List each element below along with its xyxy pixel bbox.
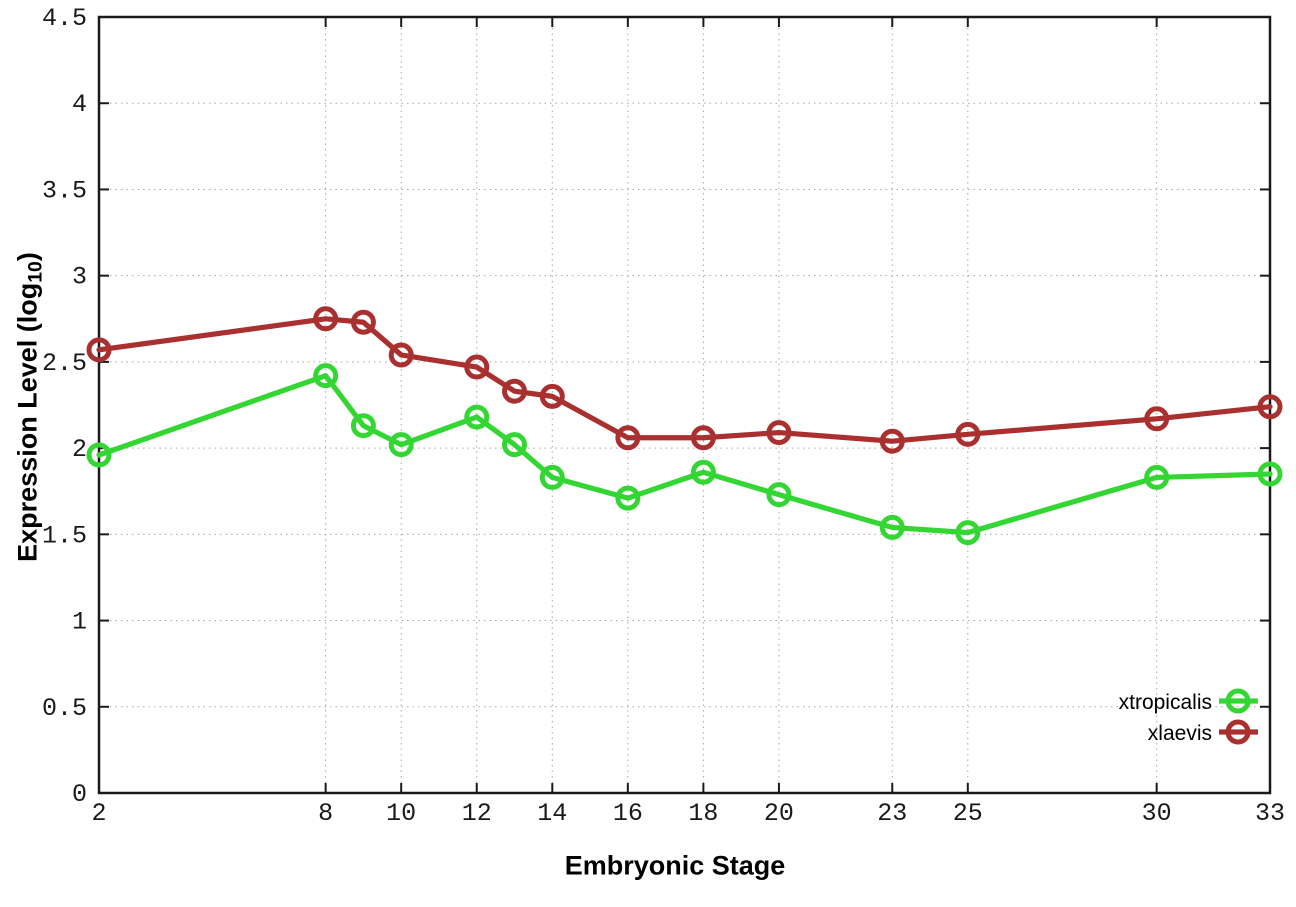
data-point-xlaevis xyxy=(313,306,339,332)
data-point-xtropicalis xyxy=(615,485,641,511)
data-point-xtropicalis xyxy=(766,482,792,508)
y-tick-label: 4.5 xyxy=(42,4,87,33)
y-tick-label: 1.5 xyxy=(42,521,87,550)
y-tick-label: 2.5 xyxy=(42,349,87,378)
data-point-xtropicalis xyxy=(313,363,339,389)
x-tick-label: 33 xyxy=(1255,799,1285,828)
legend-label-xtropicalis: xtropicalis xyxy=(1119,691,1212,714)
legend-marker-xlaevis xyxy=(1225,719,1251,745)
data-point-xlaevis xyxy=(388,342,414,368)
data-point-xlaevis xyxy=(350,309,376,335)
x-axis-label: Embryonic Stage xyxy=(564,850,786,881)
data-point-xtropicalis xyxy=(690,459,716,485)
legend-marker-xtropicalis xyxy=(1225,688,1251,714)
data-point-xtropicalis xyxy=(1257,461,1283,487)
data-point-xtropicalis xyxy=(502,432,528,458)
data-point-xlaevis xyxy=(615,425,641,451)
data-point-xtropicalis xyxy=(1144,464,1170,490)
data-point-xlaevis xyxy=(1257,394,1283,420)
x-tick-label: 10 xyxy=(386,799,416,828)
data-point-xlaevis xyxy=(539,383,565,409)
y-tick-label: 1 xyxy=(72,608,87,637)
y-axis-label-subscript: 10 xyxy=(24,261,47,283)
x-tick-label: 12 xyxy=(462,799,492,828)
x-tick-label: 30 xyxy=(1142,799,1172,828)
y-tick-label: 3.5 xyxy=(42,176,87,205)
y-axis-label-close: ) xyxy=(12,252,43,262)
y-tick-label: 3 xyxy=(72,263,87,292)
x-tick-label: 16 xyxy=(613,799,643,828)
y-axis-label: Expression Level (log10) xyxy=(13,252,48,562)
data-point-xtropicalis xyxy=(464,404,490,430)
x-tick-label: 2 xyxy=(91,799,106,828)
data-point-xtropicalis xyxy=(350,413,376,439)
x-tick-label: 23 xyxy=(877,799,907,828)
data-point-xtropicalis xyxy=(388,432,414,458)
plot-border xyxy=(97,15,1272,795)
x-tick-label: 8 xyxy=(318,799,333,828)
y-axis-label-main: Expression Level (log xyxy=(12,282,43,562)
y-tick-label: 0.5 xyxy=(42,694,87,723)
data-point-xlaevis xyxy=(1144,406,1170,432)
data-point-xlaevis xyxy=(766,420,792,446)
y-tick-label: 4 xyxy=(72,90,87,119)
data-point-xtropicalis xyxy=(539,464,565,490)
data-point-xlaevis xyxy=(464,354,490,380)
x-tick-label: 25 xyxy=(953,799,983,828)
data-point-xtropicalis xyxy=(86,442,112,468)
x-tick-label: 14 xyxy=(537,799,567,828)
data-point-xlaevis xyxy=(690,425,716,451)
x-tick-label: 18 xyxy=(688,799,718,828)
data-point-xtropicalis xyxy=(955,520,981,546)
data-point-xlaevis xyxy=(502,378,528,404)
series-line-xtropicalis xyxy=(96,373,1273,536)
data-point-xlaevis xyxy=(955,421,981,447)
data-point-xlaevis xyxy=(86,337,112,363)
y-tick-label: 2 xyxy=(72,435,87,464)
data-point-xlaevis xyxy=(879,428,905,454)
y-tick-label: 0 xyxy=(72,780,87,809)
x-tick-label: 20 xyxy=(764,799,794,828)
data-point-xtropicalis xyxy=(879,514,905,540)
series-line-xlaevis xyxy=(96,316,1273,444)
legend-label-xlaevis: xlaevis xyxy=(1148,722,1212,745)
